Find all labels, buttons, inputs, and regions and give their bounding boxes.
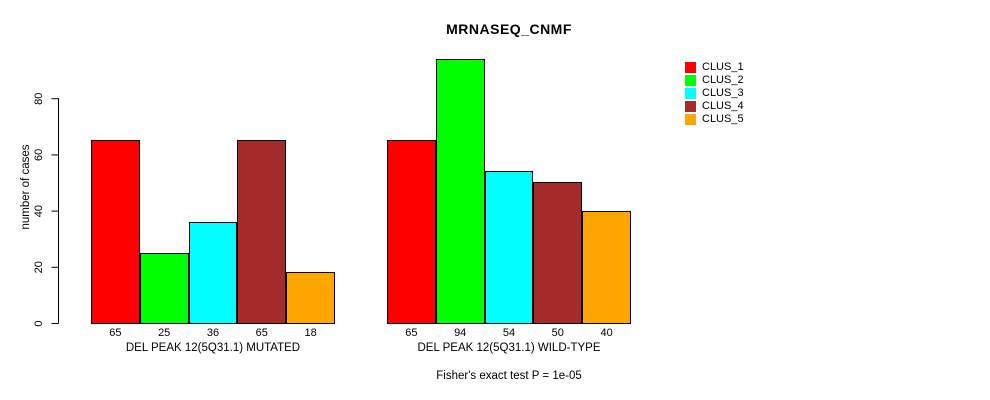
legend-swatch-icon bbox=[685, 114, 696, 125]
bar-value-label: 50 bbox=[551, 327, 564, 339]
group-label: DEL PEAK 12(5Q31.1) MUTATED bbox=[125, 342, 301, 354]
legend-item-clus_1: CLUS_1 bbox=[685, 61, 744, 74]
y-axis-tick-label: 80 bbox=[33, 93, 45, 105]
legend-swatch-icon bbox=[685, 75, 696, 86]
bar-value-label: 65 bbox=[255, 327, 268, 339]
legend-swatch-icon bbox=[685, 62, 696, 73]
legend-label: CLUS_5 bbox=[702, 113, 744, 125]
bar-clus_2-group2 bbox=[435, 59, 485, 324]
bar-value-label: 65 bbox=[405, 327, 418, 339]
bar-clus_2-group1 bbox=[139, 253, 189, 324]
bar-clus_1-group1 bbox=[91, 140, 140, 324]
y-axis-tick-label: 40 bbox=[33, 205, 45, 217]
bar-clus_4-group1 bbox=[237, 140, 287, 324]
y-axis-tick-label: 20 bbox=[33, 261, 45, 273]
bar-value-label: 36 bbox=[206, 327, 220, 339]
bar-value-label: 94 bbox=[454, 327, 467, 339]
bar-value-label: 25 bbox=[158, 327, 171, 339]
annotation-fishers-test: Fisher's exact test P = 1e-05 bbox=[436, 370, 582, 382]
bar-clus_1-group2 bbox=[387, 140, 436, 324]
bar-clus_5-group1 bbox=[286, 272, 335, 324]
y-axis-tick-label: 0 bbox=[33, 320, 45, 326]
legend-label: CLUS_1 bbox=[702, 61, 744, 73]
bar-value-label: 18 bbox=[304, 327, 317, 339]
legend-item-clus_5: CLUS_5 bbox=[685, 113, 744, 126]
bar-clus_3-group1 bbox=[188, 222, 238, 324]
bar-clus_5-group2 bbox=[582, 211, 631, 324]
legend-item-clus_3: CLUS_3 bbox=[685, 87, 744, 100]
legend-label: CLUS_4 bbox=[702, 100, 744, 112]
bar-clus_3-group2 bbox=[484, 171, 534, 324]
chart-title: MRNASEQ_CNMF bbox=[446, 21, 572, 37]
bar-value-label: 40 bbox=[600, 327, 613, 339]
legend-label: CLUS_2 bbox=[702, 74, 744, 86]
legend-item-clus_4: CLUS_4 bbox=[685, 100, 744, 113]
bar-value-label: 54 bbox=[502, 327, 516, 339]
bar-clus_4-group2 bbox=[533, 182, 583, 324]
bar-value-label: 65 bbox=[109, 327, 122, 339]
legend-item-clus_2: CLUS_2 bbox=[685, 74, 744, 87]
legend-swatch-icon bbox=[685, 88, 696, 99]
legend-swatch-icon bbox=[685, 101, 696, 112]
group-label: DEL PEAK 12(5Q31.1) WILD-TYPE bbox=[417, 342, 601, 354]
y-axis-tick-label: 60 bbox=[33, 149, 45, 161]
legend: CLUS_1 CLUS_2 CLUS_3 CLUS_4 CLUS_5 bbox=[685, 61, 744, 126]
legend-label: CLUS_3 bbox=[702, 87, 744, 99]
